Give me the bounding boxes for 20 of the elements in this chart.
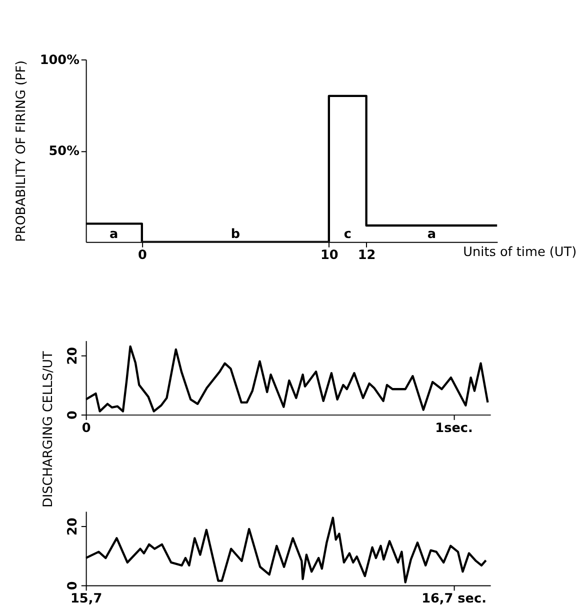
y-axis-title: DISCHARGING CELLS/UT [40, 351, 56, 508]
annotation: a [110, 226, 118, 242]
x-tick-label: 12 [358, 248, 376, 264]
y-tick-label: 50% [48, 144, 80, 160]
x-tick-label: 10 [320, 248, 338, 264]
line-series [86, 345, 489, 412]
y-tick-label: 0 [65, 581, 80, 590]
x-axis-title: Units of time (UT) [463, 245, 577, 260]
x-tick-label: 15,7 [70, 592, 102, 606]
x-tick-label: 16,7 sec. [422, 592, 486, 606]
y-tick-label: 20 [65, 346, 80, 365]
y-tick-label: 0 [65, 410, 80, 420]
y-tick-label: 20 [65, 518, 80, 536]
y-axis-title: PROBABILITY OF FIRING (PF) [14, 60, 29, 242]
x-tick-label: 1sec. [435, 420, 473, 436]
annotation: a [427, 226, 436, 242]
x-tick-label: 0 [138, 248, 147, 264]
annotation: c [344, 226, 352, 242]
annotation: b [230, 226, 240, 242]
y-tick-label: 100% [40, 52, 80, 68]
